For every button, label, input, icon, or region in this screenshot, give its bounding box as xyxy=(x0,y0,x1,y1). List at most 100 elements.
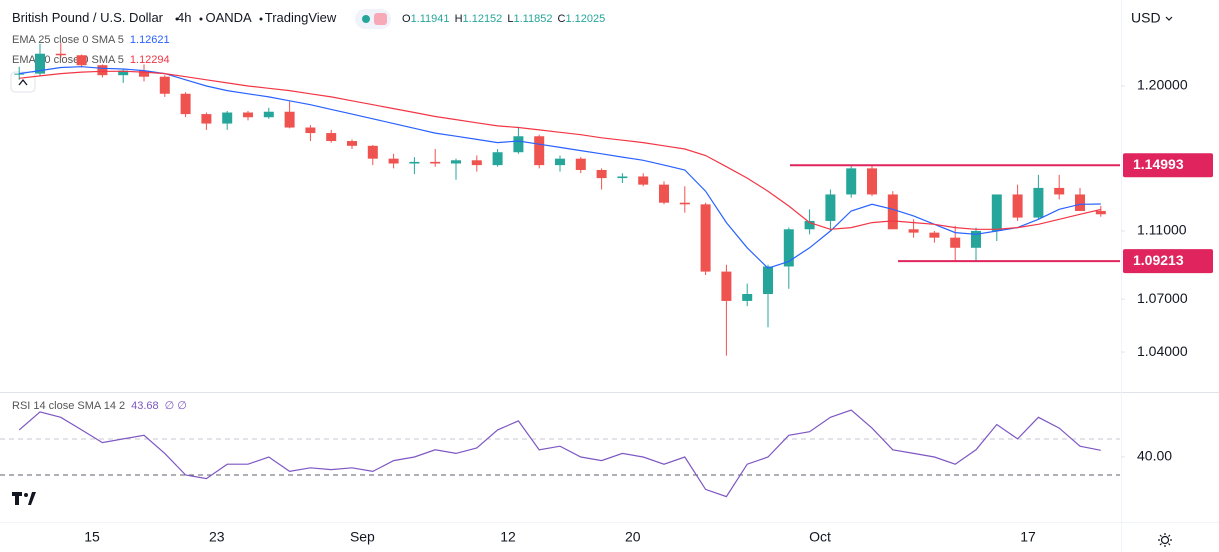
ohlc-value: 1.12025 xyxy=(565,13,605,25)
y-tick-label: 1.11000 xyxy=(1137,222,1187,238)
logo-part xyxy=(28,492,36,505)
candle-body xyxy=(659,184,669,203)
candle-body xyxy=(825,194,836,221)
candle-body xyxy=(638,176,649,185)
x-tick-label: Oct xyxy=(809,529,831,545)
candle-body xyxy=(721,271,732,301)
candle-body xyxy=(55,53,66,56)
candle-body xyxy=(1033,187,1044,218)
level-label: 1.09213 xyxy=(1133,252,1184,268)
x-tick-label: 20 xyxy=(625,529,641,545)
candle-body xyxy=(1075,194,1085,211)
ohlc-label: L xyxy=(507,13,513,25)
candle-body xyxy=(305,127,316,134)
candle-body xyxy=(575,158,586,170)
legend-item[interactable]: EMA 25 close 0 SMA 5 1.12621 xyxy=(12,34,170,46)
candle-body xyxy=(139,70,149,77)
gear xyxy=(1160,535,1170,545)
y-tick-label: 1.07000 xyxy=(1137,290,1188,306)
candle-body xyxy=(97,65,108,76)
candle-body xyxy=(159,76,170,94)
ema-line xyxy=(19,66,1101,269)
candle-body xyxy=(971,230,981,248)
candle-body xyxy=(492,152,503,166)
candle-body xyxy=(14,73,25,75)
candle-body xyxy=(887,194,898,230)
candle-body xyxy=(76,55,87,66)
candle-body xyxy=(347,141,357,146)
candle-body xyxy=(555,158,565,166)
candle-body xyxy=(867,168,877,195)
rsi-line xyxy=(18,409,1101,498)
candle-body xyxy=(1095,210,1106,215)
logo-part xyxy=(15,492,19,505)
interval: 4h xyxy=(177,10,191,25)
candle-body xyxy=(908,229,919,233)
legend-extra: ∅ ∅ xyxy=(165,400,187,412)
rsi-legend[interactable]: RSI 14 close SMA 14 2 43.68 ∅ ∅ xyxy=(12,400,187,412)
candle-body xyxy=(846,168,857,195)
candle-body xyxy=(326,133,337,142)
legend-value: 43.68 xyxy=(131,400,159,412)
ohlc-label: C xyxy=(558,13,566,25)
y-tick-label: 40.00 xyxy=(1137,448,1172,464)
candle-body xyxy=(388,158,399,164)
level-label-box xyxy=(1123,249,1213,274)
symbol: British Pound / U.S. Dollar xyxy=(12,10,164,25)
currency-label[interactable]: USD xyxy=(1131,10,1161,26)
candle-body xyxy=(513,136,524,153)
candle-body xyxy=(742,293,753,301)
x-tick-label: 15 xyxy=(84,529,100,545)
market-open-dot xyxy=(362,15,370,23)
legend-value: 1.12621 xyxy=(130,34,170,46)
candle-body xyxy=(617,176,628,179)
settings-icon[interactable] xyxy=(1158,533,1172,547)
source: TradingView xyxy=(265,10,337,25)
header: British Pound / U.S. Dollar 4h OANDA Tradin… xyxy=(12,10,337,25)
separator-dot xyxy=(259,17,263,21)
candle-body xyxy=(35,53,45,74)
tv-logo xyxy=(12,492,36,505)
ohlc-label: O xyxy=(402,13,411,25)
ohlc-label: H xyxy=(455,13,463,25)
candle-body xyxy=(596,169,607,179)
currency-dropdown[interactable] xyxy=(1165,16,1173,21)
logo-part xyxy=(24,493,28,497)
candle-body xyxy=(1054,187,1065,195)
candle-body xyxy=(471,160,482,166)
separator-dot xyxy=(175,17,179,21)
candle-body xyxy=(783,229,794,267)
candle-body xyxy=(700,204,711,272)
candle-body xyxy=(763,266,773,294)
ema-line xyxy=(19,70,1101,230)
candle-body xyxy=(222,112,233,124)
candle-body xyxy=(201,114,212,124)
candle-body xyxy=(679,202,690,205)
level-label-box xyxy=(1123,153,1213,178)
status-icon xyxy=(374,13,387,25)
candle-body xyxy=(180,93,191,115)
candle-body xyxy=(534,136,545,166)
candle-body xyxy=(929,232,940,238)
x-tick-label: 12 xyxy=(500,529,516,545)
collapse-icon xyxy=(18,78,28,86)
candle-body xyxy=(451,160,461,164)
legend-name: EMA 50 close 0 SMA 5 xyxy=(12,54,124,66)
ohlc-value: 1.12152 xyxy=(463,13,503,25)
candle-body xyxy=(263,111,274,118)
candle-body xyxy=(1012,194,1023,218)
collapse-button[interactable] xyxy=(10,71,36,93)
candle-body xyxy=(430,161,441,164)
x-tick-label: 17 xyxy=(1020,529,1036,545)
y-tick-label: 1.20000 xyxy=(1137,77,1188,93)
candle-body xyxy=(367,145,378,159)
y-tick-label: 1.04000 xyxy=(1137,343,1188,359)
legend-value: 1.12294 xyxy=(130,54,170,66)
ohlc-value: 1.11941 xyxy=(411,13,450,25)
legend-name: RSI 14 close SMA 14 2 xyxy=(12,400,125,412)
x-tick-label: Sep xyxy=(350,529,375,545)
candle-body xyxy=(409,161,420,164)
candle-body xyxy=(243,112,253,118)
candle-body xyxy=(284,111,295,128)
